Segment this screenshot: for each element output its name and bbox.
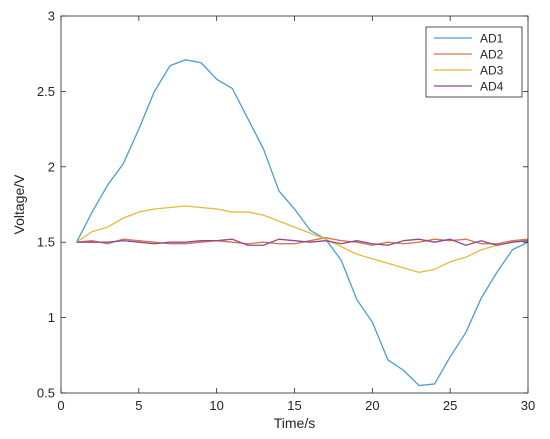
legend-label-ad1: AD1 [480, 32, 504, 46]
series-line-ad1 [75, 59, 529, 387]
x-tick-label: 10 [209, 398, 223, 413]
legend: AD1 AD2 AD3 AD4 [425, 26, 523, 98]
y-tick-label: 1.5 [37, 235, 55, 250]
legend-label-ad4: AD4 [480, 80, 504, 94]
y-axis-label: Voltage/V [11, 174, 27, 235]
x-tick-label: 25 [443, 398, 457, 413]
y-tick-label: 2.5 [37, 84, 55, 99]
y-tick-label: 1 [48, 310, 55, 325]
x-axis-label: Time/s [274, 415, 315, 431]
series-line-ad4 [76, 238, 529, 246]
x-tick-label: 0 [57, 398, 64, 413]
series-line-ad3 [76, 205, 529, 274]
x-tick-label: 20 [365, 398, 379, 413]
legend-box [425, 26, 523, 98]
y-tick-label: 2 [48, 159, 55, 174]
legend-label-ad2: AD2 [480, 48, 504, 62]
x-tick-label: 5 [135, 398, 142, 413]
series-layer [75, 59, 529, 387]
x-tick-label: 15 [287, 398, 301, 413]
legend-label-ad3: AD3 [480, 64, 504, 78]
axes-layer: 0 5 10 15 20 25 30 0.5 1 1.5 2 2.5 3 [37, 9, 535, 414]
y-tick-label: 0.5 [37, 386, 55, 401]
y-tick-label: 3 [48, 9, 55, 24]
x-tick-label: 30 [521, 398, 535, 413]
